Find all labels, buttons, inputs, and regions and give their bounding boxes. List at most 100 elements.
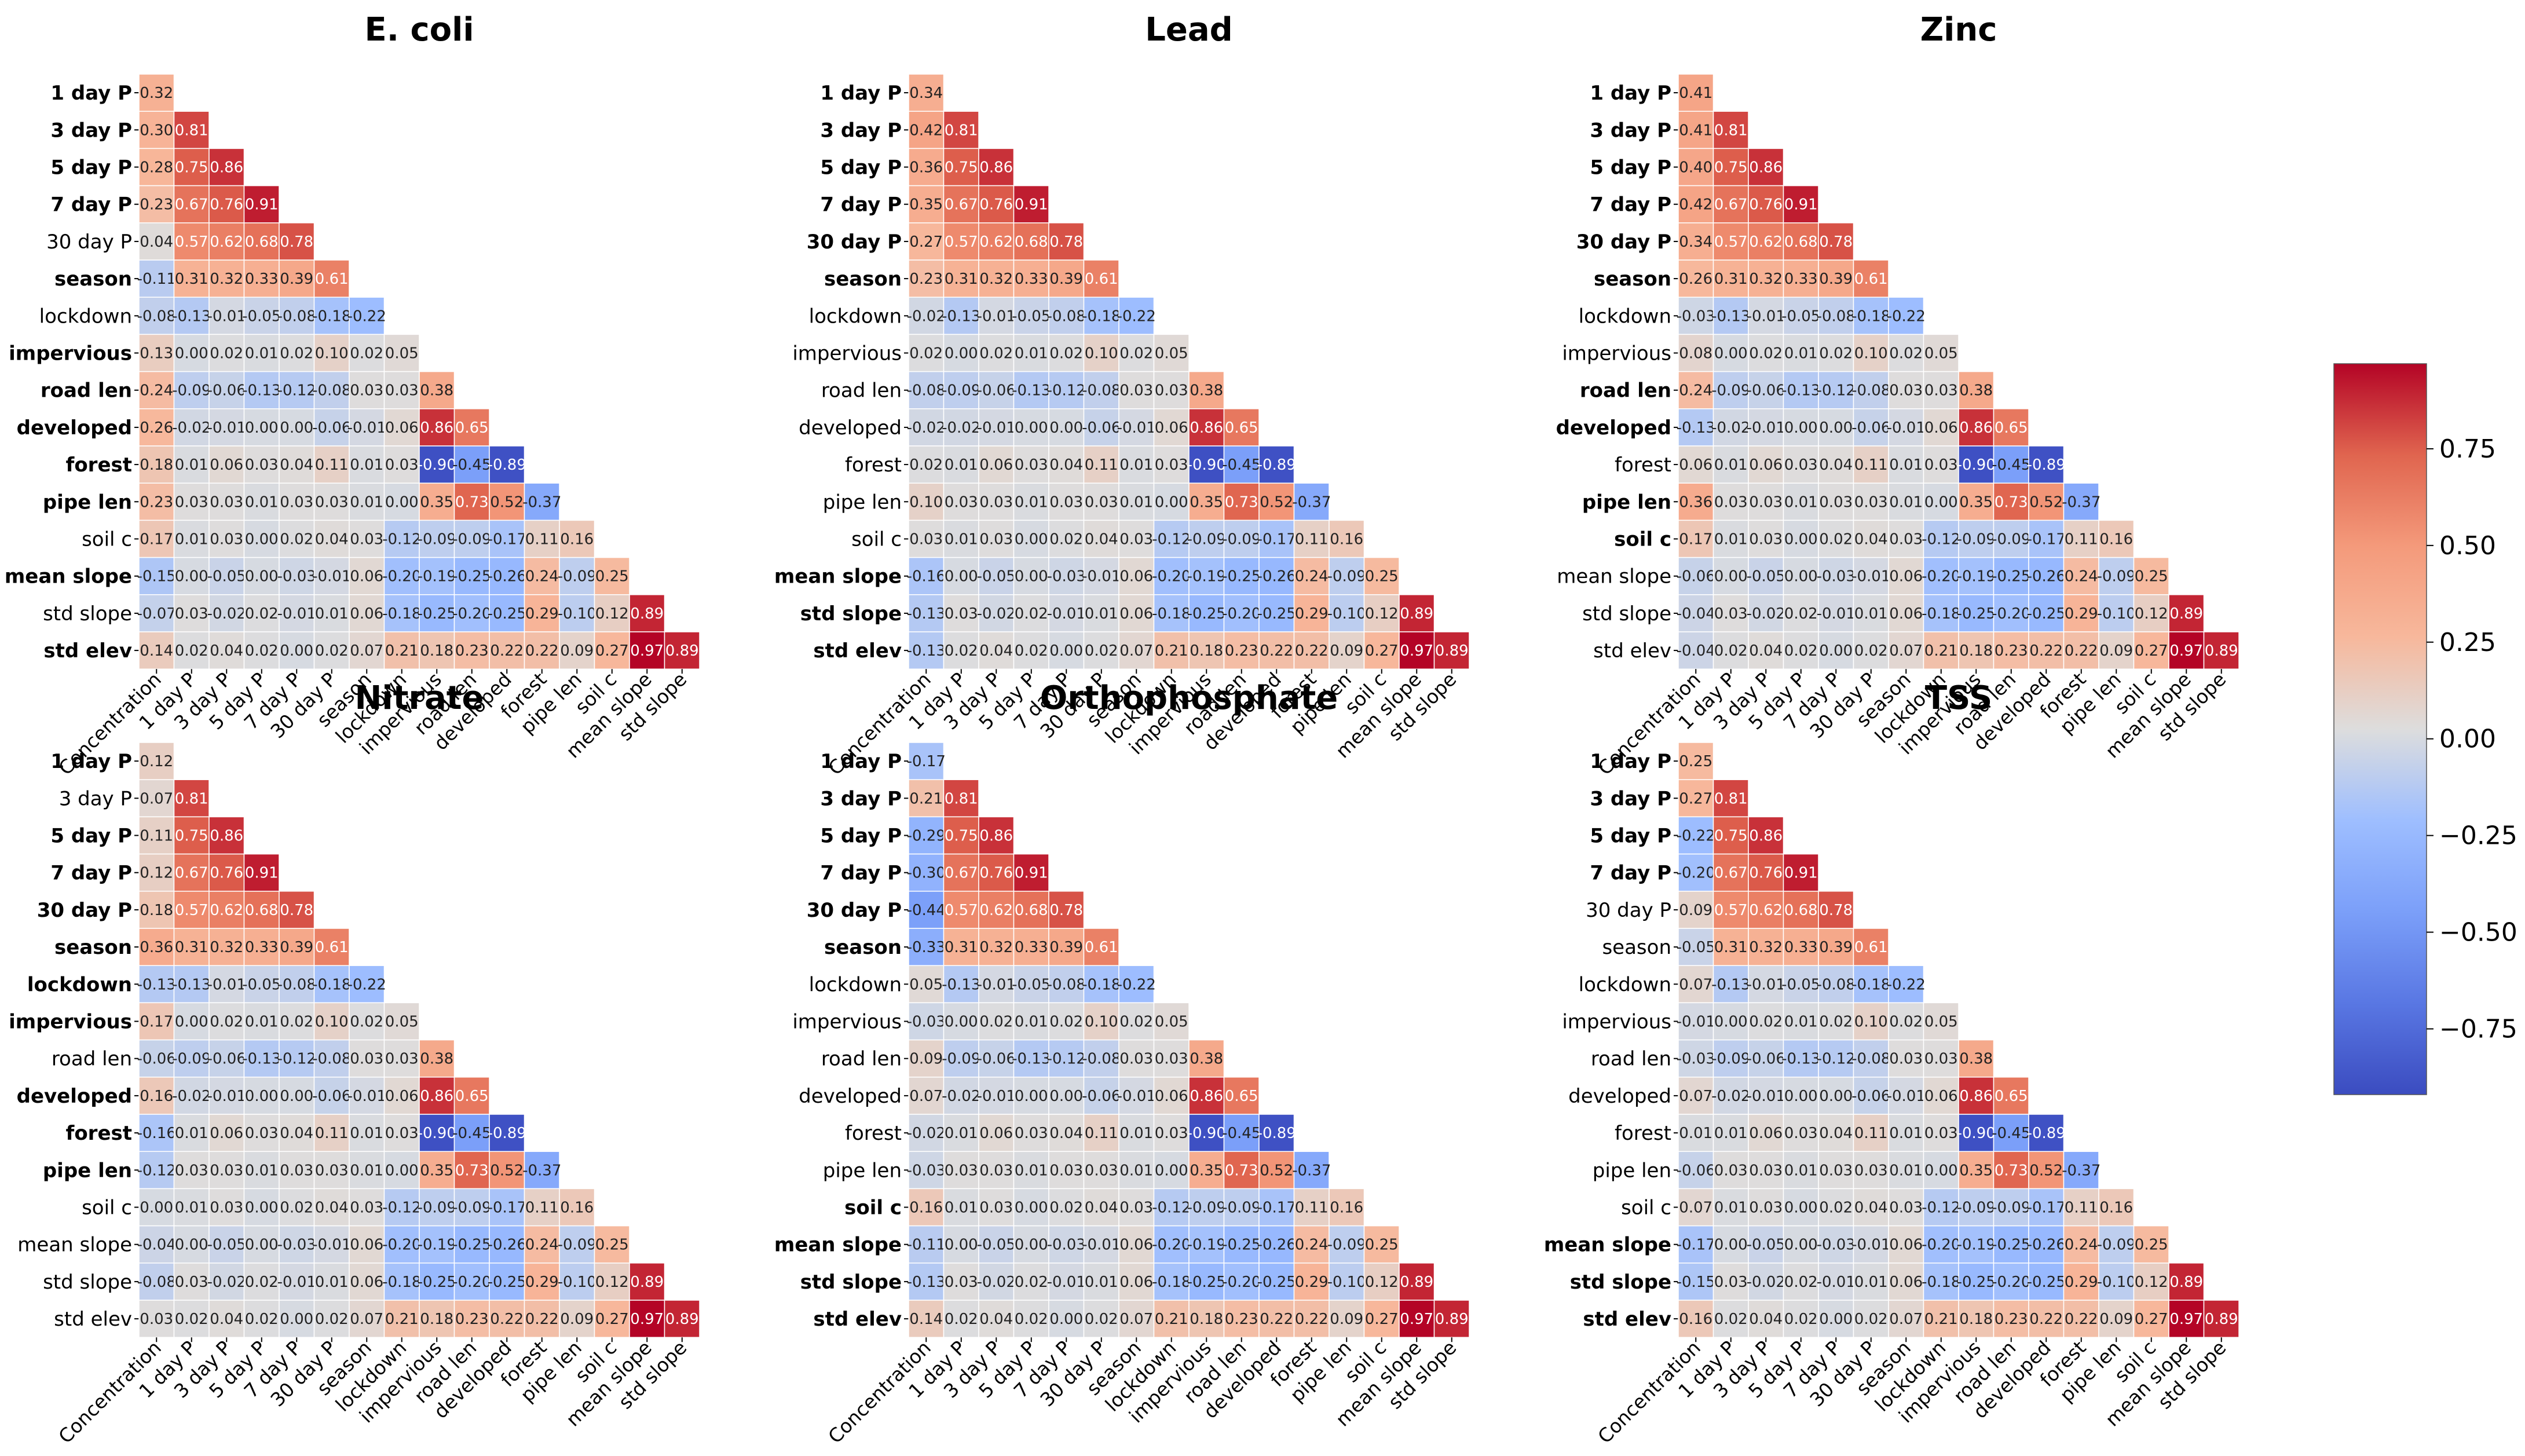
heatmap-cell — [2133, 631, 2169, 670]
cell-value-label: 0.06 — [1119, 605, 1153, 623]
cell-value-label: -0.26 — [2027, 568, 2066, 586]
cell-value-label: 0.02 — [280, 1199, 313, 1217]
heatmap-cell — [1013, 297, 1049, 335]
cell-value-label: -0.12 — [1817, 382, 1856, 400]
cell-value-label: -0.09 — [1992, 531, 2030, 548]
cell-value-label: 0.75 — [175, 159, 208, 177]
cell-value-label: -0.05 — [1781, 308, 1820, 325]
cell-value-label: -0.18 — [1922, 605, 1960, 623]
cell-value-label: 0.04 — [210, 642, 243, 660]
heatmap-cell — [208, 482, 245, 521]
cell-value-label: 0.02 — [1819, 1014, 1853, 1031]
cell-value-label: 0.57 — [945, 902, 978, 919]
cell-value-label: -0.02 — [942, 419, 980, 437]
cell-value-label: -0.09 — [942, 382, 980, 400]
cell-value-label: 0.31 — [945, 939, 978, 956]
cell-value-label: 0.31 — [1714, 270, 1748, 288]
cell-value-label: 0.03 — [1819, 493, 1853, 511]
cell-value-label: -0.02 — [977, 605, 1016, 623]
cell-value-label: 0.61 — [1854, 270, 1888, 288]
cell-value-label: 0.76 — [1749, 196, 1783, 214]
cell-value-label: 0.91 — [1784, 865, 1818, 882]
cell-value-label: -0.12 — [1047, 382, 1086, 400]
cell-value-label: -0.02 — [942, 1088, 980, 1105]
heatmap-cell — [173, 1263, 210, 1301]
cell-value-label: 0.65 — [455, 419, 489, 437]
heatmap-cell — [524, 1188, 560, 1227]
cell-value-label: -0.01 — [1082, 1236, 1121, 1254]
heatmap-cell — [1783, 259, 1819, 298]
heatmap-cell — [1188, 1114, 1225, 1152]
cell-value-label: 0.01 — [1784, 1014, 1818, 1031]
heatmap-cell — [349, 1188, 385, 1227]
heatmap-cell — [1223, 482, 1260, 521]
heatmap-cell — [489, 1188, 525, 1227]
cell-value-label: -0.06 — [312, 419, 351, 437]
heatmap-cell — [908, 408, 945, 447]
heatmap-cell — [1329, 1225, 1365, 1264]
cell-value-label: 0.02 — [1889, 345, 1923, 363]
cell-value-label: 0.00 — [280, 1088, 313, 1105]
cell-value-label: 0.03 — [210, 531, 243, 548]
heatmap-cell — [383, 520, 420, 558]
cell-value-label: 0.22 — [490, 1311, 524, 1328]
cell-value-label: -0.05 — [1012, 308, 1051, 325]
cell-value-label: -0.44 — [907, 902, 946, 919]
cell-value-label: -0.05 — [242, 308, 281, 325]
cell-value-label: -0.22 — [1887, 976, 1926, 993]
cell-value-label: 0.00 — [1714, 1236, 1748, 1254]
cell-value-label: 0.32 — [979, 939, 1013, 956]
heatmap-cell — [279, 1077, 315, 1115]
cell-value-label: -0.18 — [312, 976, 351, 993]
row-label: developed — [1568, 1085, 1671, 1108]
heatmap-cell — [1329, 1300, 1365, 1338]
heatmap-cell — [173, 965, 210, 1004]
cell-value-label: 0.86 — [210, 159, 243, 177]
cell-value-label: 0.29 — [1295, 605, 1329, 623]
cell-value-label: -0.12 — [277, 382, 316, 400]
row-label: soil c — [1621, 1197, 1671, 1220]
heatmap-cell — [243, 1114, 280, 1152]
cell-value-label: 0.02 — [1784, 642, 1818, 660]
heatmap-cell — [138, 222, 175, 261]
heatmap-cell — [1818, 1151, 1854, 1190]
cell-value-label: 0.11 — [525, 1199, 559, 1217]
heatmap-cell — [2098, 557, 2135, 595]
cell-value-label: 0.03 — [1924, 456, 1958, 474]
cell-value-label: 0.73 — [1225, 1162, 1258, 1179]
heatmap-cell — [1258, 1225, 1295, 1264]
heatmap-cell — [173, 779, 210, 818]
row-label: 7 day P — [1590, 193, 1671, 217]
cell-value-label: 0.75 — [1714, 828, 1748, 845]
heatmap-cell — [349, 334, 385, 372]
cell-value-label: 0.01 — [1679, 1125, 1712, 1142]
heatmap-cell — [453, 631, 490, 670]
cell-value-label: -0.17 — [2027, 531, 2066, 548]
cell-value-label: -0.09 — [1711, 382, 1750, 400]
heatmap-cell — [489, 445, 525, 484]
cell-value-label: 0.04 — [1749, 1311, 1783, 1328]
heatmap-cell — [908, 111, 945, 149]
cell-value-label: 0.89 — [2205, 642, 2238, 660]
cell-value-label: -0.20 — [382, 568, 421, 586]
cell-value-label: -0.08 — [1047, 308, 1086, 325]
cell-value-label: 0.03 — [945, 1162, 978, 1179]
heatmap-cell — [1853, 1002, 1889, 1041]
heatmap-cell — [1188, 1039, 1225, 1078]
cell-value-label: 0.02 — [245, 1311, 279, 1328]
cell-value-label: 0.06 — [1889, 568, 1923, 586]
heatmap-cell — [2028, 445, 2065, 484]
cell-value-label: 0.33 — [1015, 939, 1048, 956]
cell-value-label: 0.36 — [909, 159, 943, 177]
heatmap-cell — [208, 520, 245, 558]
heatmap-cell — [208, 445, 245, 484]
cell-value-label: -0.13 — [907, 605, 946, 623]
cell-value-label: -0.22 — [347, 308, 386, 325]
heatmap-cell — [1853, 259, 1889, 298]
heatmap-cell — [2063, 594, 2099, 632]
heatmap-cell — [1678, 148, 1714, 186]
heatmap-cell — [383, 1263, 420, 1301]
cell-value-label: 0.06 — [350, 1236, 383, 1254]
heatmap-cell — [1223, 445, 1260, 484]
cell-value-label: 0.02 — [1714, 1311, 1748, 1328]
